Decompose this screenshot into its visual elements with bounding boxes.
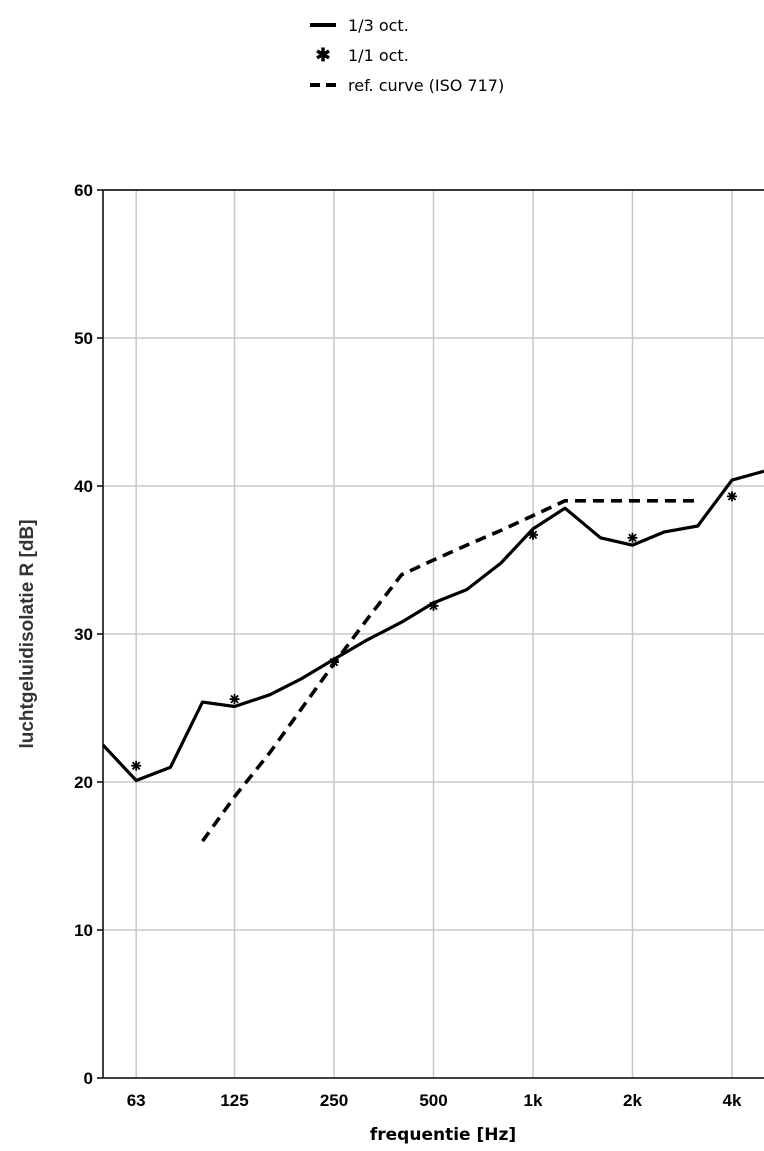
x-tick-label: 125 [220,1091,248,1110]
legend-item-octave: ✱ 1/1 oct. [310,40,504,70]
y-tick-label: 50 [74,329,93,348]
legend-label: 1/1 oct. [348,45,409,65]
solid-line-swatch-icon [310,18,336,32]
asterisk-stroke [230,694,239,704]
asterisk-stroke [628,533,637,543]
legend-item-ref-curve: ref. curve (ISO 717) [310,70,504,100]
plot-area [103,469,764,843]
asterisk-stroke [131,761,141,770]
series-ref-curve-line [201,498,698,843]
x-tick-label: 63 [127,1091,146,1110]
x-tick-label: 2k [623,1091,642,1110]
legend-item-third-octave: 1/3 oct. [310,10,504,40]
series-octave-markers [131,491,737,771]
x-tick-label: 4k [723,1091,742,1110]
dashed-line-swatch-icon [310,78,336,92]
x-tick-label: 1k [524,1091,543,1110]
asterisk-stroke [727,492,737,501]
octave-data-point [131,760,142,771]
chart-legend: 1/3 oct. ✱ 1/1 oct. ref. curve (ISO 717) [310,10,504,100]
y-tick-label: 30 [74,625,93,644]
y-tick-label: 40 [74,477,93,496]
octave-data-point [428,600,439,611]
asterisk-stroke [429,601,438,611]
y-axis-title: luchtgeluidisolatie R [dB] [17,519,38,748]
y-tick-label: 0 [84,1069,93,1088]
y-tick-label: 10 [74,921,93,940]
octave-data-point [726,491,737,502]
octave-data-point [229,694,240,705]
x-axis-title: frequentie [Hz] [370,1125,516,1145]
y-tick-label: 60 [74,181,93,200]
asterisk-stroke [528,530,538,540]
asterisk-marker-icon: ✱ [315,45,331,65]
octave-data-point [527,529,538,540]
legend-label: 1/3 oct. [348,15,409,35]
legend-label: ref. curve (ISO 717) [348,75,505,95]
y-tick-label: 20 [74,773,93,792]
x-tick-label: 250 [320,1091,348,1110]
octave-data-point [627,532,638,543]
x-tick-label: 500 [419,1091,447,1110]
